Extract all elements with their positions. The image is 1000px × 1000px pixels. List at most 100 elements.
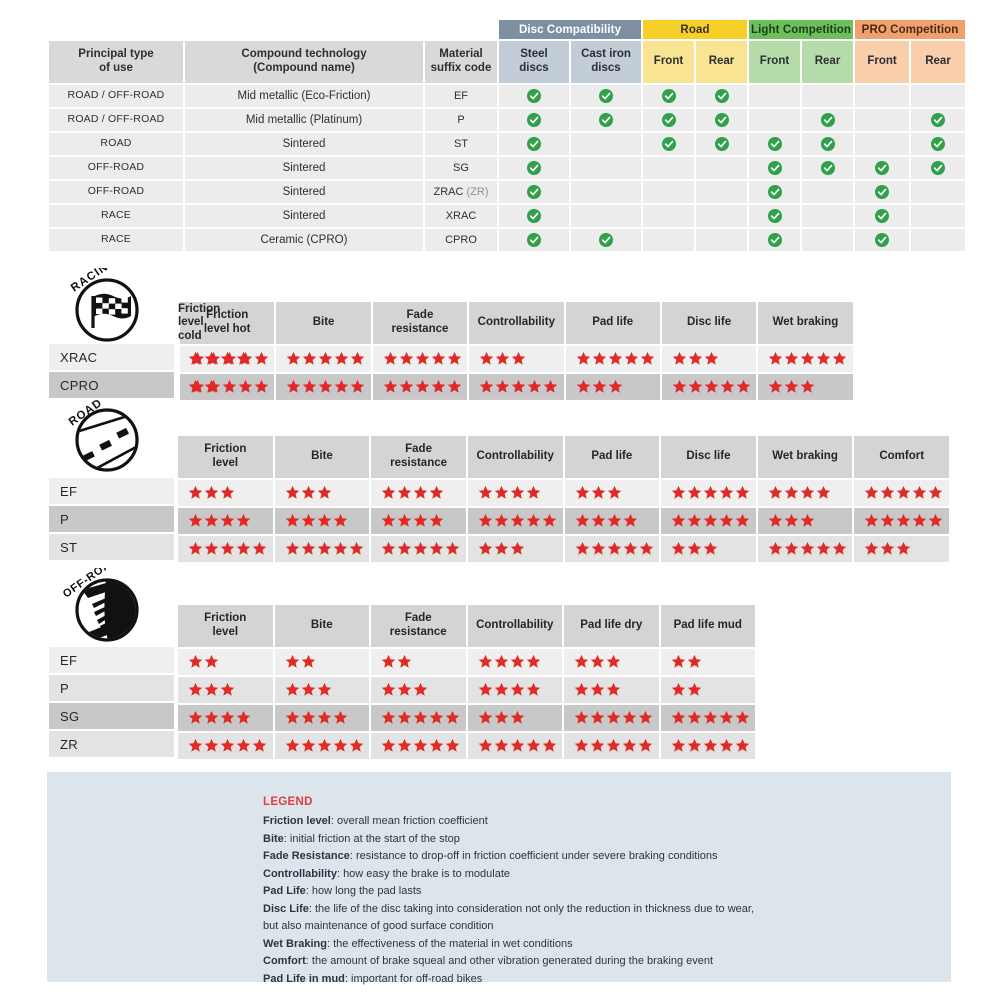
table-row xyxy=(178,374,949,400)
cell-compatible xyxy=(802,157,854,179)
star-icon xyxy=(590,654,605,669)
cell-suffix-code: P xyxy=(425,109,497,131)
cell-compatible xyxy=(911,133,966,155)
star-icon xyxy=(317,738,332,753)
star-icon xyxy=(397,710,412,725)
offroad-rating-cell xyxy=(564,705,659,731)
road-rating-cell xyxy=(274,480,370,506)
star-icon xyxy=(703,513,718,528)
star-icon xyxy=(222,379,237,394)
road-rating-cell xyxy=(467,480,563,506)
check-icon xyxy=(931,113,946,127)
road-rating-cell xyxy=(757,480,853,506)
offroad-column-header-5: Pad life mud xyxy=(660,605,755,647)
star-icon xyxy=(591,513,606,528)
road-row-label-p: P xyxy=(49,506,174,532)
star-icon xyxy=(784,351,799,366)
star-icon xyxy=(526,682,541,697)
road-rating-cell xyxy=(371,536,466,562)
star-icon xyxy=(479,351,494,366)
cell-not-compatible xyxy=(749,109,800,131)
star-icon xyxy=(624,351,639,366)
star-icon xyxy=(350,379,365,394)
table-row xyxy=(178,480,949,506)
star-icon xyxy=(318,351,333,366)
star-icon xyxy=(703,738,718,753)
star-icon xyxy=(285,485,300,500)
legend-entry: but also maintenance of good surface con… xyxy=(263,920,494,932)
star-icon xyxy=(591,485,606,500)
star-icon xyxy=(510,654,525,669)
cell-compatible xyxy=(749,229,800,251)
check-icon xyxy=(820,113,835,127)
racing-badge: RACING xyxy=(62,268,146,346)
star-icon xyxy=(204,485,219,500)
star-icon xyxy=(687,513,702,528)
legend-entry: Pad Life in mud: important for off-road … xyxy=(263,972,483,985)
road-rating-cell xyxy=(661,536,756,562)
cell-compatible xyxy=(855,229,910,251)
compatibility-group-header-row: Disc Compatibility Road Light Competition P… xyxy=(49,20,966,39)
star-icon xyxy=(334,351,349,366)
column-header-0: Principal type of use xyxy=(49,41,183,83)
legend-panel: LEGEND Friction level: overall mean fric… xyxy=(47,772,951,985)
compatibility-header-row: Principal type of use Compound technology(… xyxy=(49,41,966,83)
check-icon xyxy=(767,209,782,223)
offroad-rating-cell xyxy=(467,677,562,703)
star-icon xyxy=(220,513,235,528)
star-icon xyxy=(413,682,428,697)
cell-compatible xyxy=(499,229,569,251)
legend-entry: Disc Life: the life of the disc taking i… xyxy=(263,902,755,915)
star-icon xyxy=(478,485,493,500)
offroad-rating-cell xyxy=(178,705,273,731)
group-header-disc-compatibility: Disc Compatibility xyxy=(499,20,641,39)
check-icon xyxy=(714,113,729,127)
cell-compatible xyxy=(855,157,910,179)
star-icon xyxy=(445,541,460,556)
offroad-rating-cell xyxy=(564,677,659,703)
check-icon xyxy=(599,233,613,247)
check-icon xyxy=(527,185,541,199)
cell-not-compatible xyxy=(643,205,694,227)
racing-row-labels: XRAC CPRO xyxy=(47,342,176,400)
star-icon xyxy=(478,738,493,753)
road-badge: ROAD xyxy=(62,398,146,476)
star-icon xyxy=(447,351,462,366)
star-icon xyxy=(638,710,653,725)
star-icon xyxy=(880,513,895,528)
star-icon xyxy=(784,485,799,500)
legend-entry: Pad Life: how long the pad lasts xyxy=(263,885,422,897)
star-icon xyxy=(703,710,718,725)
offroad-rating-cell xyxy=(660,677,755,703)
racing-column-header-7: Wet braking xyxy=(758,302,853,344)
road-column-header-0: Friction level xyxy=(178,436,273,478)
star-icon xyxy=(687,654,702,669)
legend-entry: Wet Braking: the effectiveness of the ma… xyxy=(263,937,573,950)
cell-not-compatible xyxy=(749,85,800,107)
star-icon xyxy=(816,485,831,500)
star-icon xyxy=(381,682,396,697)
legend-entry: Bite: initial friction at the start of t… xyxy=(263,832,460,845)
column-header-6: Rear xyxy=(696,41,747,83)
star-icon xyxy=(381,738,396,753)
star-icon xyxy=(206,379,221,394)
cell-compound-technology: Sintered xyxy=(185,157,423,179)
check-icon xyxy=(714,137,729,151)
star-icon xyxy=(671,485,686,500)
star-icon xyxy=(832,541,847,556)
star-icon xyxy=(381,710,396,725)
star-icon xyxy=(688,351,703,366)
offroad-rating-cell xyxy=(178,733,273,759)
cell-not-compatible xyxy=(911,205,966,227)
road-rating-cell xyxy=(757,508,853,534)
star-icon xyxy=(429,513,444,528)
star-icon xyxy=(399,379,414,394)
star-icon xyxy=(413,513,428,528)
offroad-rating-cell xyxy=(371,705,466,731)
offroad-rating-cell xyxy=(564,733,659,759)
star-icon xyxy=(494,738,509,753)
star-icon xyxy=(301,513,316,528)
offroad-column-header-2: Fade resistance xyxy=(371,605,466,647)
road-column-header-6: Wet braking xyxy=(757,436,853,478)
star-icon xyxy=(301,682,316,697)
